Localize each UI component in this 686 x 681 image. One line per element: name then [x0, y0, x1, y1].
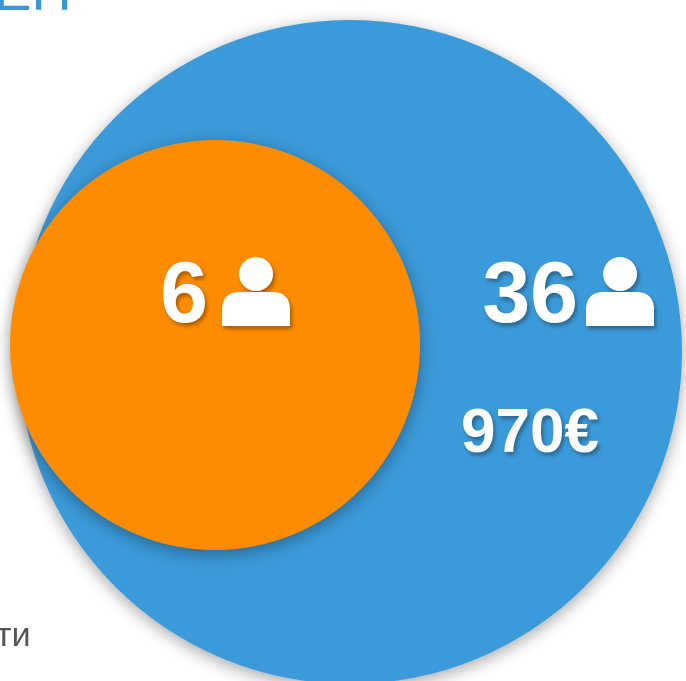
inner-circle [10, 140, 420, 550]
footer-label: ти [0, 616, 31, 654]
outer-count: 36 [482, 245, 578, 341]
title: ЕН [0, 0, 72, 22]
outer-amount: 970€ [461, 397, 599, 466]
inner-count: 6 [160, 245, 208, 341]
